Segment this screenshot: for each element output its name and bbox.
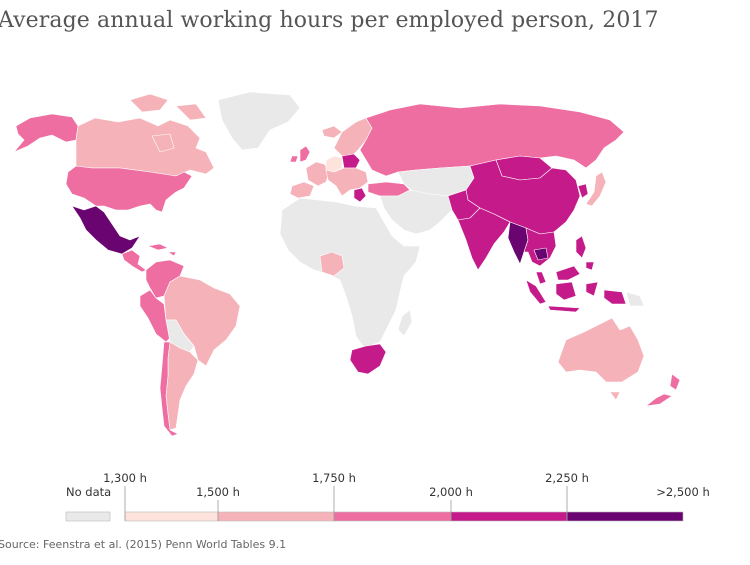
region-alaska[interactable]	[13, 113, 79, 153]
region-cambodia[interactable]	[533, 247, 549, 261]
region-malaysia[interactable]	[535, 265, 581, 285]
region-iceland[interactable]	[321, 125, 343, 139]
region-canada[interactable]	[75, 117, 215, 177]
region-russia[interactable]	[359, 103, 625, 177]
region-greenland[interactable]	[217, 91, 301, 151]
legend-label-2250: 2,250 h	[545, 471, 589, 485]
source-note: Source: Feenstra et al. (2015) Penn Worl…	[0, 538, 287, 551]
region-nigeria[interactable]	[319, 251, 345, 277]
region-iberia[interactable]	[289, 181, 315, 199]
region-mexico[interactable]	[71, 205, 141, 255]
region-canada-islands[interactable]	[129, 93, 207, 153]
legend-label-2500: >2,500 h	[656, 485, 710, 499]
region-png[interactable]	[625, 291, 645, 307]
region-indonesia[interactable]	[525, 279, 627, 313]
region-australia[interactable]	[557, 317, 645, 401]
region-africa[interactable]	[279, 197, 421, 349]
region-madagascar[interactable]	[397, 309, 413, 337]
region-philippines[interactable]	[575, 235, 595, 271]
region-poland[interactable]	[341, 153, 361, 169]
legend-label-2000: 2,000 h	[429, 485, 473, 499]
region-chile[interactable]	[159, 341, 179, 437]
region-usa[interactable]	[65, 165, 193, 213]
legend-bin-4	[450, 511, 568, 522]
region-italy-balkans[interactable]	[325, 167, 369, 197]
region-caribbean[interactable]	[147, 243, 177, 257]
region-myanmar[interactable]	[507, 221, 529, 265]
legend-bin-1	[124, 511, 219, 522]
legend-bin-3	[333, 511, 452, 522]
legend-bin-2	[217, 511, 335, 522]
legend-label-1500: 1,500 h	[196, 485, 240, 499]
legend-nodata-swatch	[65, 511, 111, 522]
legend-label-1750: 1,750 h	[312, 471, 356, 485]
legend-nodata-label: No data	[66, 485, 111, 499]
region-south-africa[interactable]	[349, 343, 387, 375]
region-central-america[interactable]	[121, 249, 147, 273]
region-indochina[interactable]	[523, 227, 557, 267]
map-title: Average annual working hours per employe…	[0, 8, 659, 33]
region-japan[interactable]	[585, 171, 607, 207]
region-new-zealand[interactable]	[645, 373, 681, 407]
map-legend: No data 1,300 h 1,500 h 1,750 h 2,000 h …	[65, 471, 710, 522]
region-uk-ireland[interactable]	[289, 145, 311, 163]
region-india[interactable]	[457, 207, 511, 271]
region-argentina[interactable]	[165, 341, 199, 431]
region-greece[interactable]	[353, 187, 367, 203]
region-middle-east[interactable]	[379, 189, 453, 235]
legend-bin-5	[566, 511, 684, 522]
region-korea[interactable]	[577, 183, 589, 199]
legend-label-1300: 1,300 h	[103, 471, 147, 485]
